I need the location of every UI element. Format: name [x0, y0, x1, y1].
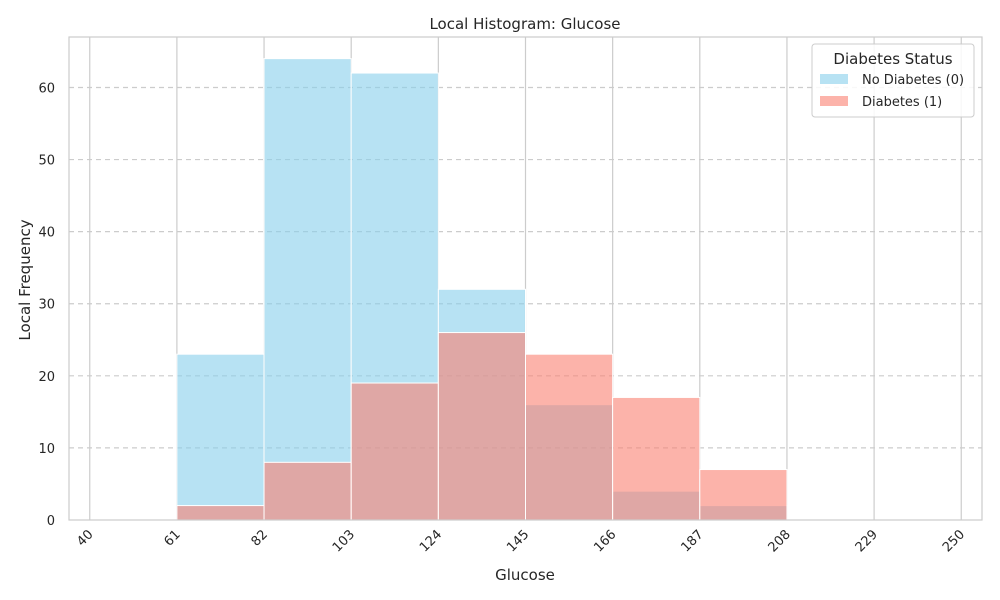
- y-tick-label: 50: [38, 154, 55, 169]
- x-tick-label: 103: [330, 527, 358, 555]
- legend-swatch-no-diabetes: [820, 74, 848, 84]
- legend-box: [811, 43, 975, 118]
- bar-diabetes: [699, 469, 788, 521]
- bar-diabetes: [350, 382, 439, 521]
- bar-diabetes: [612, 396, 701, 521]
- bar-no-diabetes: [176, 353, 265, 521]
- y-tick-label: 60: [38, 81, 55, 96]
- x-tick-label: 187: [678, 527, 706, 555]
- bar-no-diabetes: [263, 58, 352, 521]
- bar-diabetes: [437, 332, 527, 521]
- chart-title: Local Histogram: Glucose: [429, 15, 620, 33]
- x-tick-label: 166: [591, 527, 619, 555]
- y-axis-label: Local Frequency: [16, 219, 34, 340]
- legend-title: Diabetes Status: [833, 50, 952, 68]
- x-tick-label: 40: [74, 527, 96, 549]
- y-tick-label: 0: [47, 514, 55, 529]
- y-tick-label: 10: [38, 442, 55, 457]
- legend-swatch-diabetes: [820, 96, 848, 106]
- y-tick-label: 30: [38, 298, 55, 313]
- x-tick-label: 124: [417, 527, 445, 555]
- x-tick-label: 250: [940, 527, 968, 555]
- plot-frame: [68, 36, 983, 521]
- legend-label-no-diabetes: No Diabetes (0): [862, 73, 964, 88]
- bars-layer: [176, 58, 788, 521]
- x-axis-label: Glucose: [495, 566, 555, 584]
- legend: Diabetes Status No Diabetes (0) Diabetes…: [811, 43, 975, 118]
- bar-diabetes: [263, 461, 352, 521]
- x-tick-label: 208: [766, 527, 794, 555]
- bar-diabetes: [525, 353, 614, 521]
- x-tick-label: 145: [504, 527, 532, 555]
- y-tick-label: 40: [38, 226, 55, 241]
- x-tick-label: 229: [853, 527, 881, 555]
- legend-label-diabetes: Diabetes (1): [862, 95, 942, 110]
- x-tick-label: 82: [249, 527, 271, 549]
- bar-diabetes: [176, 505, 265, 521]
- x-tick-label: 61: [161, 527, 183, 549]
- y-tick-label: 20: [38, 370, 55, 385]
